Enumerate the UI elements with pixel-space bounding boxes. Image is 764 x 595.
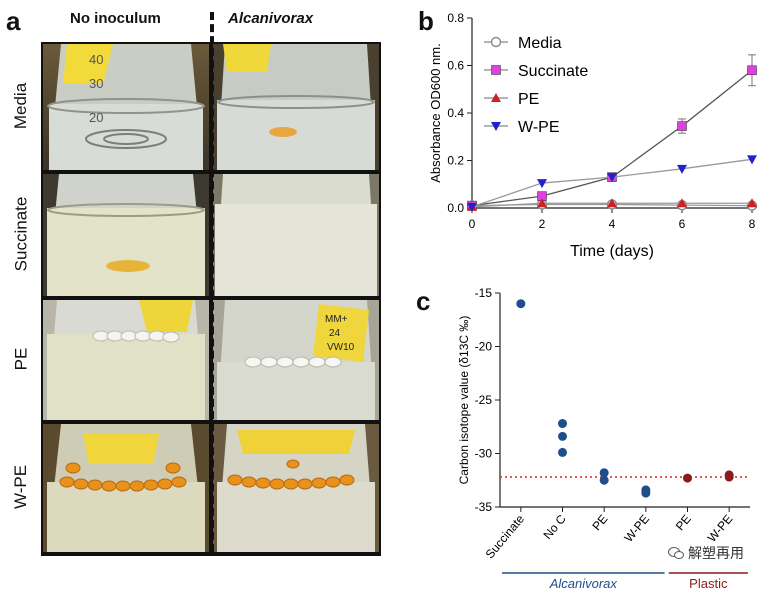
panel-c-letter: c bbox=[416, 286, 431, 316]
legend-label-w-pe: W-PE bbox=[518, 119, 559, 136]
photo-media-alcanivorax bbox=[213, 44, 379, 170]
data-point-w-pe bbox=[641, 488, 651, 498]
data-point-succinate bbox=[677, 121, 687, 131]
legend-marker-media bbox=[490, 36, 502, 48]
data-point-no-c bbox=[558, 447, 567, 457]
y-tick-label: 0.6 bbox=[447, 59, 464, 73]
data-point-w-pe bbox=[724, 472, 734, 482]
photo-row-pe: MM+ 24 VW10 bbox=[43, 300, 379, 420]
flask-scale-30: 30 bbox=[89, 76, 103, 91]
tube-label-line2: 24 bbox=[329, 328, 341, 339]
row-label-succinate: Succinate bbox=[11, 196, 31, 272]
photo-media-no-inoculum: 40 30 20 bbox=[43, 44, 209, 170]
data-point-pe bbox=[599, 475, 609, 485]
x-tick-label: 4 bbox=[609, 217, 616, 231]
panel-a-letter: a bbox=[6, 6, 21, 36]
data-point-pe bbox=[747, 198, 757, 208]
tube-label-line1: MM+ bbox=[325, 314, 348, 325]
legend-label-succinate: Succinate bbox=[518, 63, 588, 80]
photo-row-media: 40 30 20 bbox=[43, 44, 379, 170]
data-point-no-c bbox=[558, 431, 567, 441]
legend-label-pe: PE bbox=[518, 91, 539, 108]
x-tick-label: 0 bbox=[469, 217, 476, 231]
photo-pe-alcanivorax: MM+ 24 VW10 bbox=[213, 300, 379, 420]
row-label-media: Media bbox=[11, 82, 30, 130]
tube-label-line3: VW10 bbox=[327, 342, 355, 353]
category-label: PE bbox=[589, 512, 610, 533]
x-tick-label: 8 bbox=[749, 217, 756, 231]
data-point-w-pe bbox=[467, 202, 477, 212]
column-header-alcanivorax: Alcanivorax bbox=[228, 10, 314, 27]
category-label: W-PE bbox=[705, 512, 736, 545]
category-label: No C bbox=[540, 512, 569, 542]
x-axis-label: Time (days) bbox=[570, 243, 654, 260]
photo-row-w-pe bbox=[43, 424, 379, 554]
y-tick-label: 0.4 bbox=[447, 106, 464, 120]
photo-succinate-alcanivorax bbox=[213, 174, 379, 296]
data-point-pe bbox=[607, 198, 617, 208]
photo-w-pe-alcanivorax bbox=[213, 424, 379, 552]
category-label: Succinate bbox=[483, 512, 528, 562]
y-tick-label: -20 bbox=[475, 340, 493, 354]
y-axis-label: Absorbance OD600 nm. bbox=[428, 43, 443, 182]
photo-row-succinate bbox=[43, 174, 379, 296]
column-divider bbox=[210, 12, 214, 552]
column-header-no-inoculum: No inoculum bbox=[70, 10, 161, 27]
photo-w-pe-no-inoculum bbox=[43, 424, 209, 552]
category-label: PE bbox=[673, 512, 694, 533]
flask-scale-20: 20 bbox=[89, 110, 103, 125]
category-label: W-PE bbox=[621, 512, 652, 545]
data-point-w-pe bbox=[607, 173, 617, 183]
data-point-w-pe bbox=[747, 155, 757, 165]
x-tick-label: 2 bbox=[539, 217, 546, 231]
y-tick-label: -15 bbox=[475, 286, 493, 300]
data-point-succinate bbox=[747, 65, 757, 76]
y-axis-label: Carbon isotope value (δ13C ‰) bbox=[457, 316, 471, 485]
flask-photo-grid: 40 30 20 bbox=[41, 42, 381, 556]
data-point-w-pe bbox=[537, 179, 547, 189]
legend-marker-pe bbox=[491, 93, 501, 102]
group-label-alcanivorax: Alcanivorax bbox=[549, 576, 618, 591]
panel-b-letter: b bbox=[418, 6, 434, 36]
y-tick-label: 0.8 bbox=[447, 11, 464, 25]
legend-marker-succinate bbox=[491, 65, 501, 75]
growth-line-chart: 0.0 0.2 0.4 0.6 0.8 0 2 4 6 8 Time (days) Absorbanc… bbox=[428, 11, 758, 260]
y-tick-label: 0.2 bbox=[447, 154, 464, 168]
watermark: 解塑再用 bbox=[668, 543, 744, 563]
data-point-succinate bbox=[516, 299, 526, 309]
y-tick-label: 0.0 bbox=[447, 201, 464, 215]
y-tick-label: -25 bbox=[475, 393, 493, 407]
data-point-pe bbox=[537, 198, 547, 208]
photo-pe-no-inoculum bbox=[43, 300, 209, 420]
photo-succinate-no-inoculum bbox=[43, 174, 209, 296]
flask-scale-40: 40 bbox=[89, 52, 103, 67]
data-point-no-c bbox=[558, 419, 567, 429]
data-point-pe bbox=[599, 468, 609, 478]
y-tick-label: -35 bbox=[475, 500, 493, 514]
series-line-succinate bbox=[471, 69, 753, 207]
data-point-pe bbox=[683, 473, 692, 483]
data-point-w-pe bbox=[677, 164, 687, 174]
x-tick-label: 6 bbox=[679, 217, 686, 231]
row-label-w-pe: W-PE bbox=[11, 464, 31, 510]
data-point-pe bbox=[677, 198, 687, 208]
legend-marker-w-pe bbox=[491, 122, 501, 131]
y-tick-label: -30 bbox=[475, 447, 493, 461]
legend-label-media: Media bbox=[518, 35, 562, 52]
watermark-text: 解塑再用 bbox=[688, 545, 744, 561]
row-label-pe: PE bbox=[11, 347, 30, 371]
wechat-icon bbox=[668, 546, 684, 560]
group-label-plastic: Plastic bbox=[689, 576, 728, 591]
